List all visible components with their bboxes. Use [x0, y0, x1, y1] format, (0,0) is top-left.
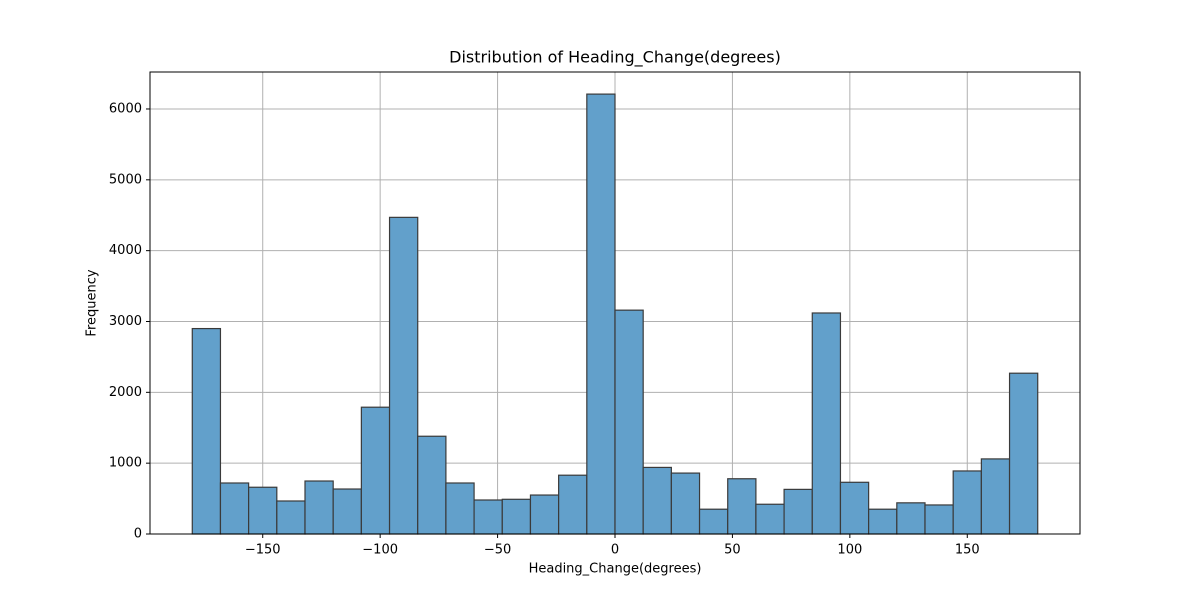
bar: [219, 482, 250, 535]
y-tick-label: 1000: [109, 456, 142, 471]
bar: [304, 480, 334, 535]
plot-frame: [149, 71, 1081, 535]
bar: [698, 508, 729, 535]
bar: [586, 93, 616, 535]
x-tick-label: 100: [837, 543, 862, 558]
bar: [755, 503, 785, 535]
bar: [980, 458, 1011, 535]
bar: [868, 508, 898, 535]
bar: [811, 312, 842, 535]
y-tick-label: 4000: [109, 243, 142, 258]
bar: [1008, 372, 1039, 535]
x-tick-label: −50: [484, 543, 511, 558]
bar: [388, 216, 419, 535]
bar: [642, 466, 672, 535]
x-tick-label: −150: [245, 543, 281, 558]
bar: [614, 309, 644, 535]
chart-title: Distribution of Heading_Change(degrees): [449, 48, 781, 68]
bar: [445, 482, 475, 535]
bar: [924, 504, 954, 535]
bar: [896, 502, 926, 535]
bar: [783, 488, 813, 535]
bar: [529, 494, 560, 535]
x-tick-label: 0: [611, 543, 619, 558]
y-tick-label: 2000: [109, 385, 142, 400]
bar: [727, 478, 757, 535]
bar: [558, 474, 588, 535]
x-tick-label: 50: [724, 543, 741, 558]
y-tick-label: 5000: [109, 172, 142, 187]
bar: [839, 481, 870, 535]
y-tick-label: 0: [134, 527, 142, 542]
bar: [952, 470, 982, 535]
y-tick-label: 6000: [109, 101, 142, 116]
x-tick-label: 150: [955, 543, 980, 558]
bar: [248, 486, 278, 535]
y-tick-label: 3000: [109, 314, 142, 329]
bar: [473, 499, 503, 535]
bar: [417, 435, 447, 535]
bar: [670, 472, 701, 535]
y-axis-label: Frequency: [85, 269, 100, 336]
bar: [360, 406, 391, 535]
bar: [501, 498, 532, 535]
x-tick-label: −100: [362, 543, 398, 558]
bar: [332, 488, 362, 535]
x-axis-label: Heading_Change(degrees): [529, 562, 702, 577]
bar: [191, 327, 222, 535]
bar: [276, 500, 306, 535]
